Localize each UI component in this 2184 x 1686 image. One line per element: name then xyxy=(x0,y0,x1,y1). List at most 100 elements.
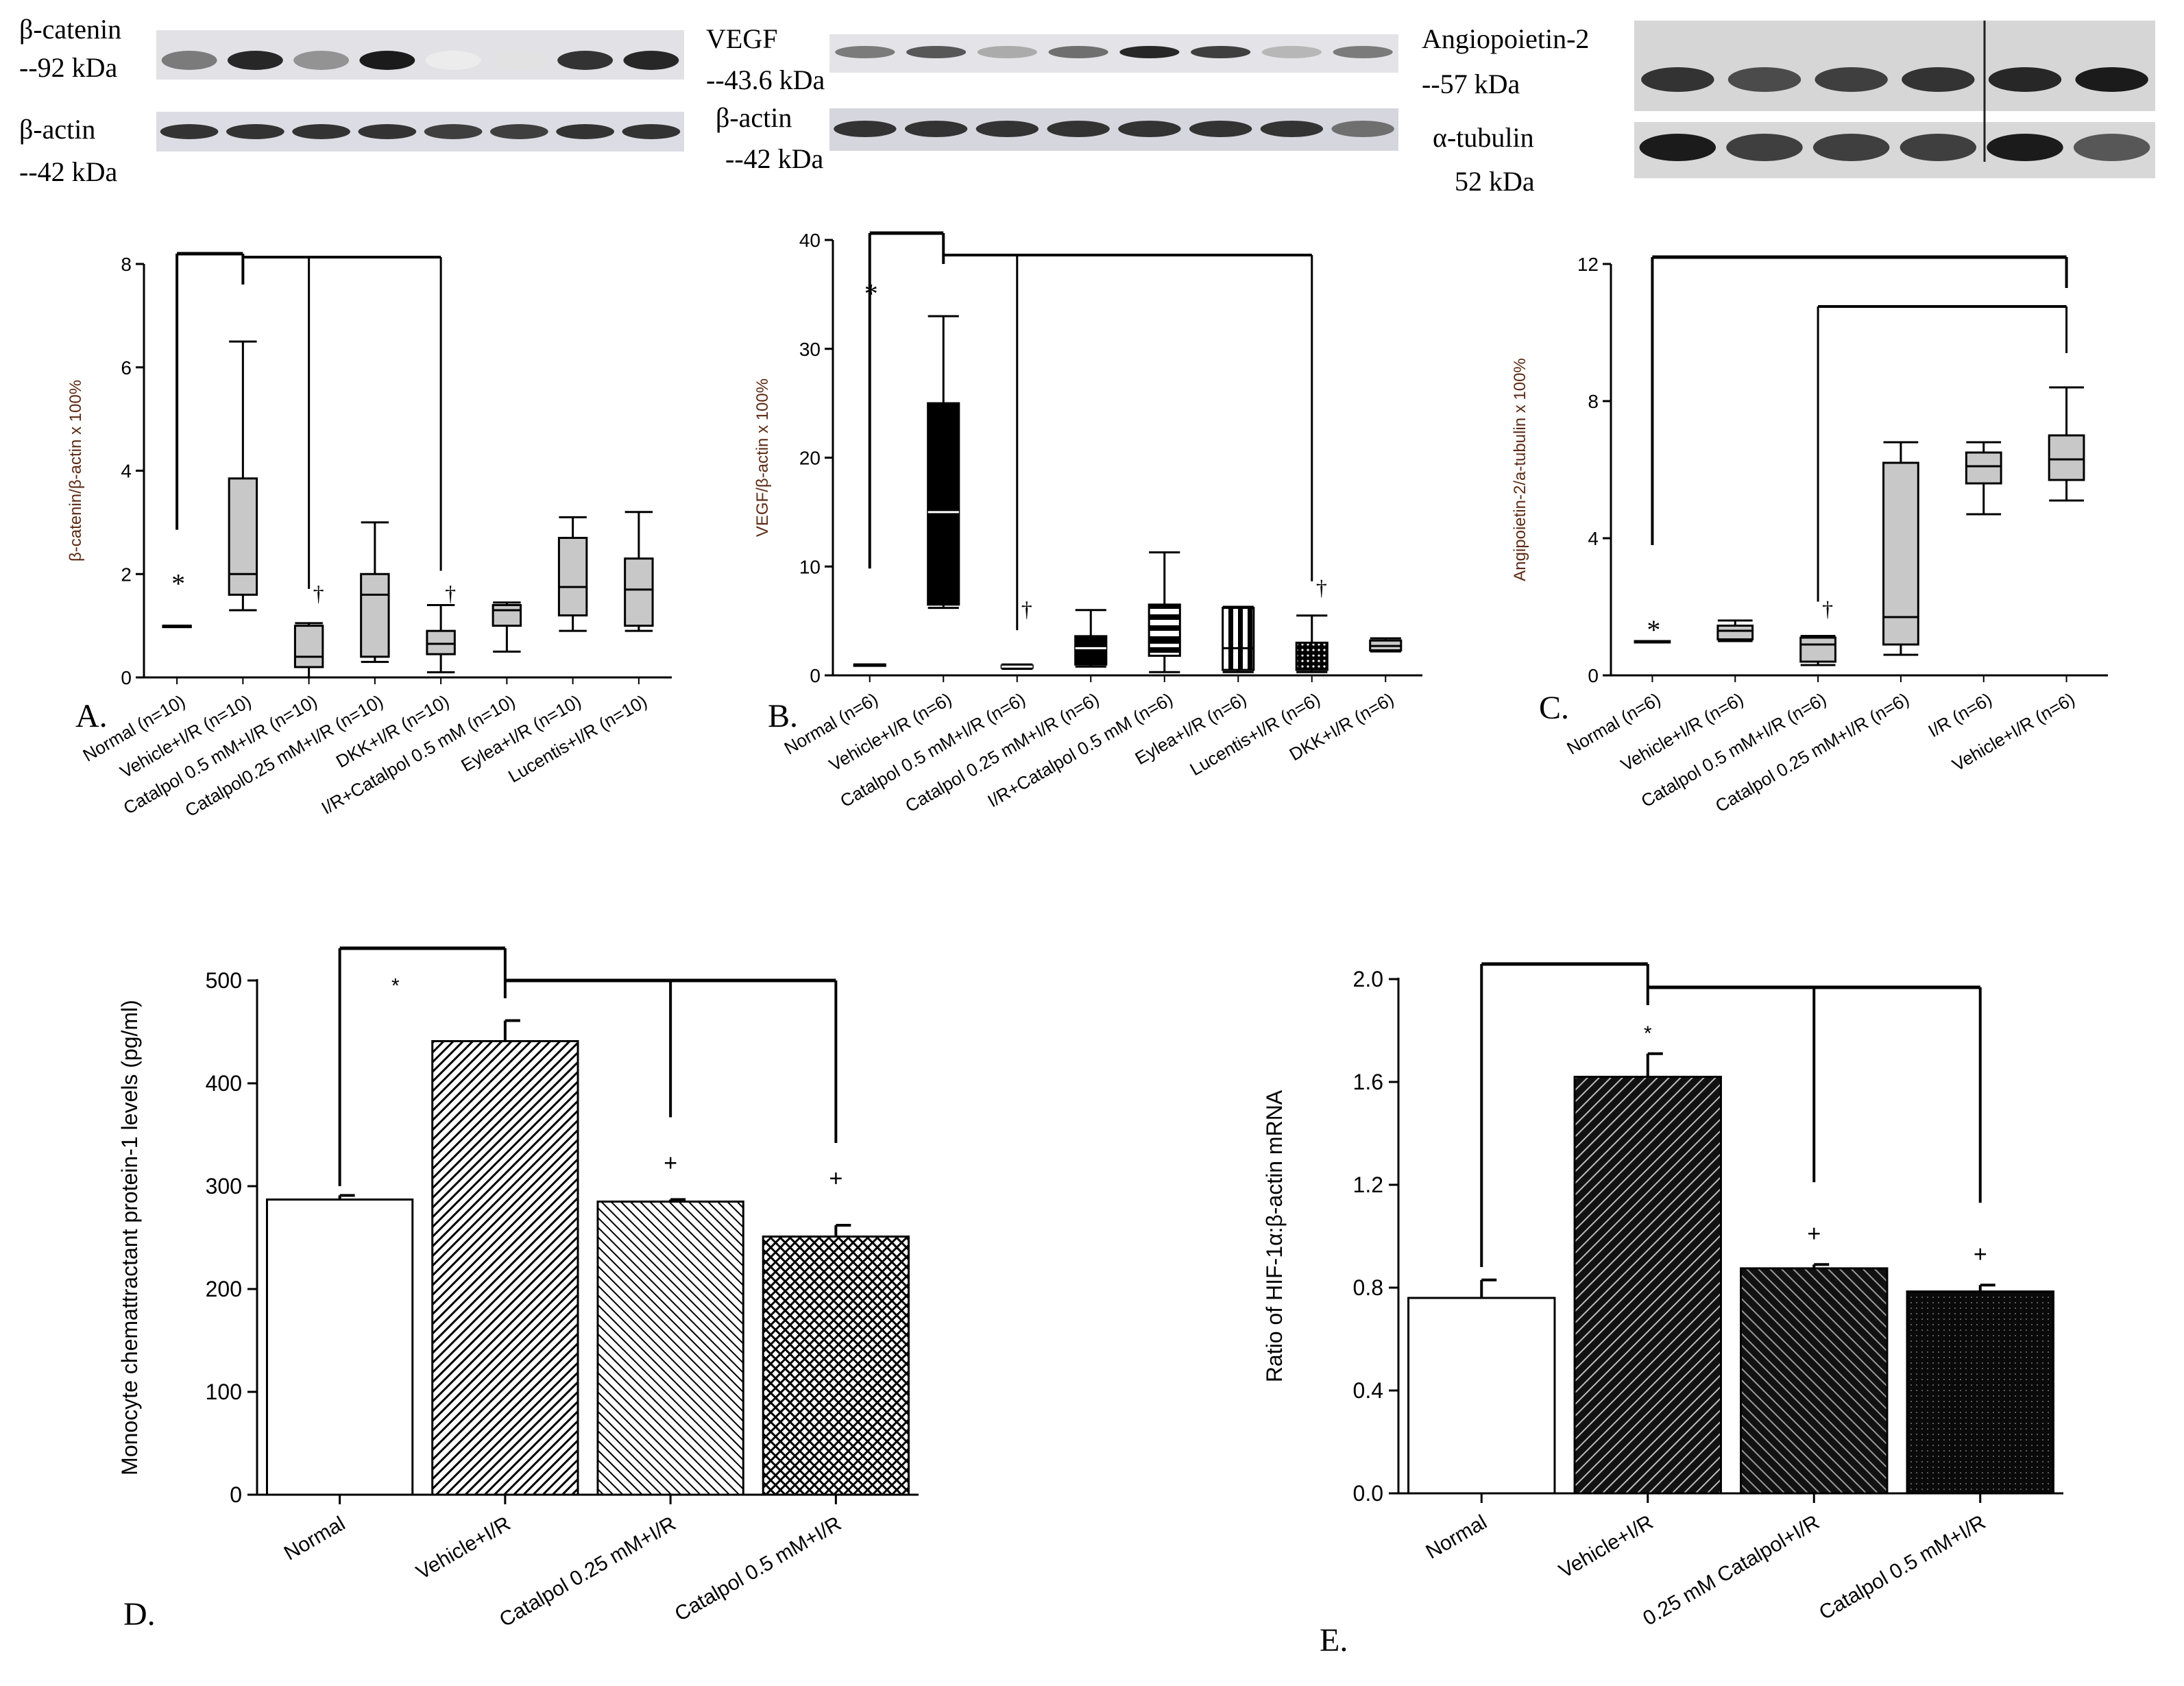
blot-b-bands-target-band-2 xyxy=(906,46,967,58)
blot-a-bands-target-band-6 xyxy=(491,51,547,70)
chart-b-box-5 xyxy=(1222,607,1255,671)
chart-a-box-6 xyxy=(557,536,588,617)
blot-b-target-size: --43.6 kDa xyxy=(706,64,825,95)
chart-e-bar-0 xyxy=(1407,1297,1556,1495)
blot-a-bands-control-band-8 xyxy=(622,124,681,139)
chart-b-y-tick-label-3: 30 xyxy=(799,339,821,360)
blot-a-bands-control-band-1 xyxy=(160,124,219,139)
chart-d-y-tick-label-3: 300 xyxy=(206,1174,242,1199)
chart-b-y-tick-label-2: 20 xyxy=(799,448,821,469)
blot-a-target-size: --92 kDa xyxy=(19,52,118,83)
blot-c-bands-control-band-3 xyxy=(1812,134,1890,161)
blot-c-bands-target-band-5 xyxy=(1988,67,2062,92)
chart-d-y-tick-label-0: 0 xyxy=(230,1482,242,1507)
blot-a-bands-target-band-2 xyxy=(227,51,283,70)
chart-b-star: * xyxy=(864,278,878,309)
blot-b-bands-control-band-1 xyxy=(834,121,897,137)
chart-c-panel-label: C. xyxy=(1539,690,1569,726)
chart-a-box-2 xyxy=(293,625,324,669)
blot-a-bands-control-band-4 xyxy=(358,124,417,139)
chart-a-box-4 xyxy=(426,629,456,655)
blot-c-bands-control-band-5 xyxy=(1987,134,2063,161)
blot-c-bands-control-band-6 xyxy=(2073,134,2150,161)
blot-b-bands-control-band-8 xyxy=(1331,121,1394,137)
chart-c-box-3 xyxy=(1882,461,1919,646)
chart-e-y-tick-label-4: 1.6 xyxy=(1353,1070,1383,1094)
blot-c: Angiopoietin-2 --57 kDa α-tubulin 52 kDa xyxy=(1422,21,2155,197)
chart-b-y-tick-label-0: 0 xyxy=(810,665,821,686)
chart-d-panel-label: D. xyxy=(123,1596,156,1633)
blot-b-bands xyxy=(834,46,1394,137)
chart-e-x-tick-label-3: Catalpol 0.5 mM+I/R xyxy=(1815,1510,1989,1624)
chart-c-box-2 xyxy=(1799,636,1836,663)
chart-c-y-label: Angipoietin-2/a-tubulin x 100% xyxy=(1511,358,1529,581)
blot-c-target-strip xyxy=(1634,21,2155,111)
blot-c-bands-control-band-1 xyxy=(1639,134,1716,161)
blot-a-bands-control-band-7 xyxy=(556,124,614,139)
chart-d-x-tick-label-1: Vehicle+I/R xyxy=(413,1512,515,1584)
chart-e: 0.0 0.4 0.8 1.2 1.6 2.0 Normal Vehicle+I/R0.25 … xyxy=(1262,962,2063,1659)
chart-c-y-tick-label-2: 8 xyxy=(1588,391,1599,412)
chart-d-plus-1: + xyxy=(829,1166,842,1192)
chart-b-box-1 xyxy=(927,402,960,606)
chart-a-y-tick-label-4: 8 xyxy=(121,254,132,275)
chart-a-panel-label: A. xyxy=(75,698,108,734)
blot-a-bands-target-band-3 xyxy=(293,51,350,70)
blot-c-bands xyxy=(1639,67,2150,161)
chart-b-dagger-0: † xyxy=(1021,597,1032,622)
chart-b-box-6 xyxy=(1295,641,1328,671)
blot-a-bands-target-band-1 xyxy=(161,51,217,70)
chart-b-y-tick-label-4: 40 xyxy=(799,230,821,251)
blot-c-bands-control-band-4 xyxy=(1900,134,1977,161)
blot-c-bands-target-band-1 xyxy=(1641,67,1714,92)
chart-d-y-tick-label-1: 100 xyxy=(206,1380,242,1404)
chart-c-dagger-0: † xyxy=(1822,597,1833,621)
chart-d-bar-2 xyxy=(596,1201,744,1496)
chart-b-y-tick-label-1: 10 xyxy=(799,556,821,577)
chart-a-y-tick-label-2: 4 xyxy=(121,461,132,482)
chart-a-y-tick-label-0: 0 xyxy=(121,667,132,688)
chart-e-y-label: Ratio of HIF-1α:β-actin mRNA xyxy=(1262,1089,1287,1382)
chart-b-box-3 xyxy=(1074,635,1108,666)
chart-c-y-tick-label-1: 4 xyxy=(1588,528,1599,549)
chart-a-y-label: β-catenin/β-actin x 100% xyxy=(66,380,85,562)
blot-b-bands-target-band-3 xyxy=(977,46,1037,58)
chart-a-y-tick-label-1: 2 xyxy=(121,564,132,585)
chart-b-dagger-1: † xyxy=(1316,575,1327,600)
blot-c-target-size: --57 kDa xyxy=(1422,69,1520,99)
blot-b-bands-control-band-2 xyxy=(904,121,968,137)
blot-c-control-size: 52 kDa xyxy=(1455,166,1535,197)
chart-c-box-1 xyxy=(1716,625,1754,640)
chart-c-star: * xyxy=(1647,614,1660,645)
blot-b-bands-target-band-8 xyxy=(1333,46,1393,58)
chart-e-x-tick-label-1: Vehicle+I/R xyxy=(1555,1510,1658,1582)
chart-e-bar-2 xyxy=(1740,1267,1889,1495)
chart-e-y-tick-label-3: 1.2 xyxy=(1353,1172,1383,1197)
blot-b-bands-control-band-5 xyxy=(1118,121,1181,137)
chart-d-bar-1 xyxy=(431,1040,579,1496)
blot-a-bands-control-band-2 xyxy=(226,124,284,139)
blot-a-control-size: --42 kDa xyxy=(19,156,118,187)
chart-c-y-tick-label-0: 0 xyxy=(1588,665,1599,686)
chart-d-bar-3 xyxy=(762,1236,910,1496)
chart-d-y-tick-label-2: 200 xyxy=(206,1277,242,1301)
chart-a-box-1 xyxy=(228,477,258,596)
blot-c-bands-target-band-2 xyxy=(1727,67,1801,92)
blot-b-control-size: --42 kDa xyxy=(725,143,824,174)
blot-a-bands-target-band-8 xyxy=(623,51,679,70)
blot-c-bands-target-band-6 xyxy=(2075,67,2148,92)
chart-d-bar-0 xyxy=(265,1199,414,1496)
chart-e-x-tick-label-2: 0.25 mM Catalpol+I/R xyxy=(1639,1510,1823,1630)
blot-b: VEGF --43.6 kDa β-actin --42 kDa xyxy=(706,23,1398,174)
chart-d-star: * xyxy=(391,975,400,998)
chart-a-box-7 xyxy=(624,557,654,627)
chart-a-dagger-0: † xyxy=(313,581,324,605)
chart-e-y-tick-label-0: 0.0 xyxy=(1353,1481,1383,1506)
blot-a-bands xyxy=(160,51,681,139)
blot-b-bands-target-band-4 xyxy=(1048,46,1108,58)
chart-d-x-tick-label-2: Catalpol 0.25 mM+I/R xyxy=(496,1512,679,1631)
chart-d-plus-0: + xyxy=(664,1151,677,1177)
